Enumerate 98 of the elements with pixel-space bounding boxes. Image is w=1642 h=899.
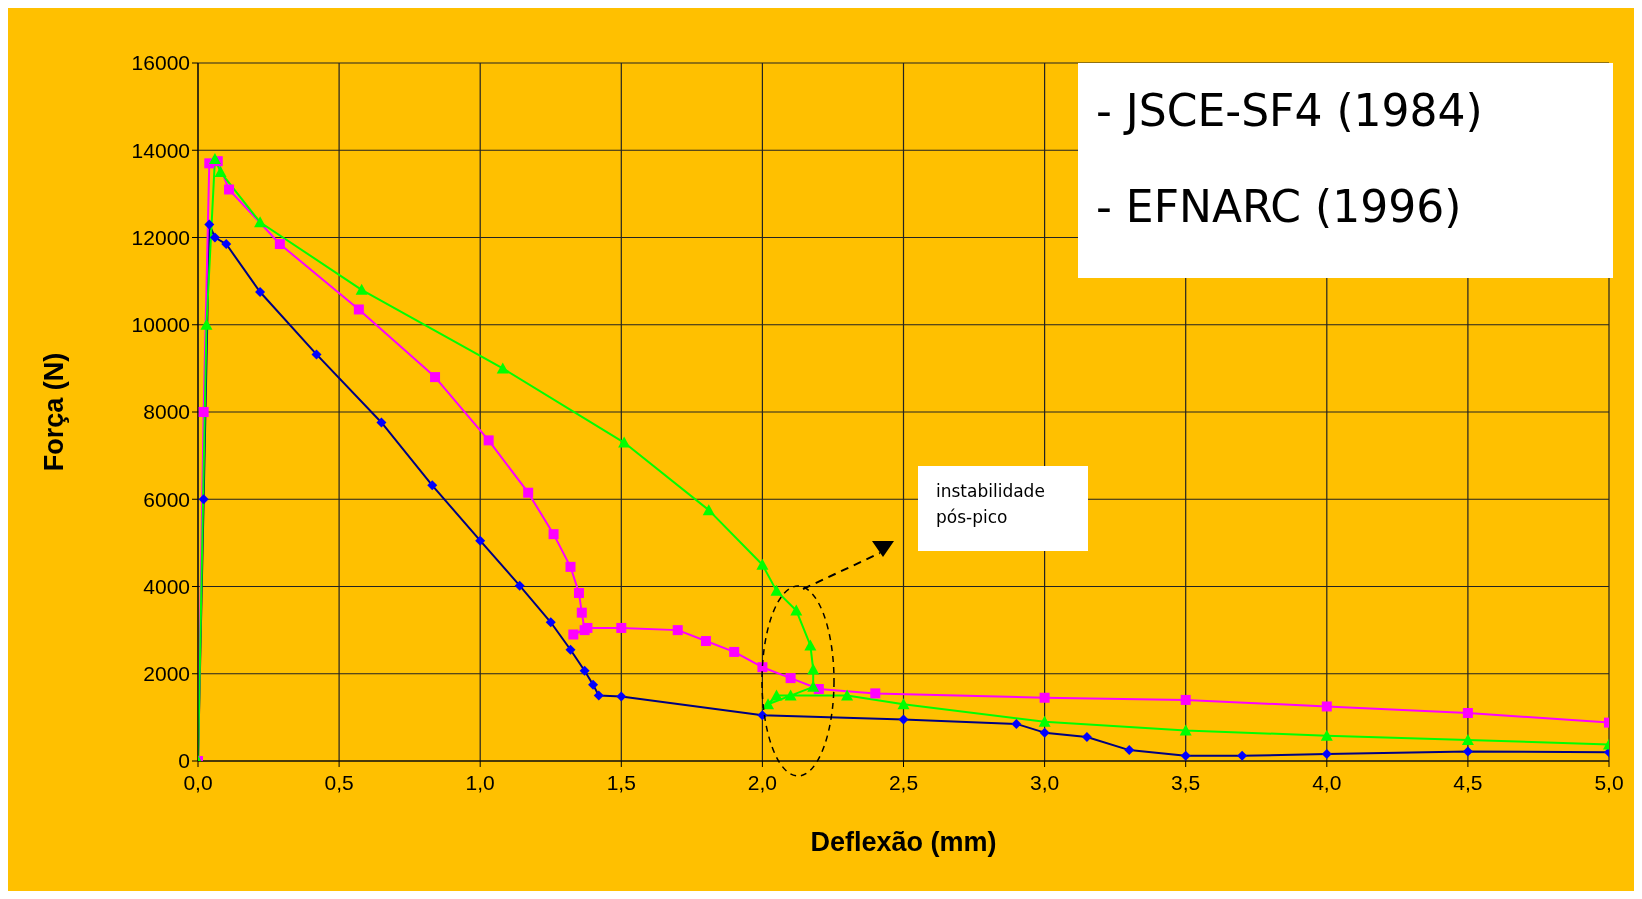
x-tick-label: 3,0 <box>1030 770 1060 794</box>
x-tick-label: 5,0 <box>1594 770 1624 794</box>
point <box>204 219 215 230</box>
point <box>523 487 534 498</box>
x-tick-label: 1,5 <box>606 770 636 794</box>
point <box>672 625 683 636</box>
text-box: - JSCE-SF4 (1984) - EFNARC (1996) <box>1078 63 1613 278</box>
point <box>427 480 438 491</box>
point <box>353 304 364 315</box>
x-tick-label: 2,5 <box>888 770 919 794</box>
annotation: - EFNARC (1996) <box>1096 181 1463 233</box>
point <box>475 535 486 546</box>
point <box>1180 750 1191 761</box>
point <box>1180 694 1191 705</box>
point <box>1038 715 1051 727</box>
point <box>1039 727 1050 738</box>
point <box>576 607 587 618</box>
point <box>770 584 783 596</box>
point <box>255 287 266 298</box>
point <box>198 494 209 505</box>
point <box>224 184 235 195</box>
point <box>588 679 599 690</box>
y-tick-label: 10000 <box>131 313 190 337</box>
point <box>565 644 576 655</box>
point <box>807 680 820 692</box>
point <box>757 710 768 721</box>
point <box>548 529 559 540</box>
point <box>221 239 232 250</box>
point <box>841 689 854 701</box>
point <box>430 372 441 383</box>
point <box>770 689 783 701</box>
point <box>897 698 910 710</box>
note-box: instabilidade pós-pico <box>918 466 1088 551</box>
point <box>514 580 525 591</box>
point <box>214 166 227 178</box>
point <box>756 558 769 570</box>
point <box>1124 745 1135 756</box>
point <box>1320 729 1333 741</box>
x-tick-label: 2,0 <box>747 770 777 794</box>
point <box>1321 701 1332 712</box>
point <box>483 435 494 446</box>
point <box>1039 692 1050 703</box>
point <box>573 588 584 599</box>
point <box>1237 750 1248 761</box>
point <box>311 349 322 360</box>
point <box>784 689 797 701</box>
point <box>898 714 909 725</box>
point <box>1081 732 1092 743</box>
point <box>1179 724 1192 736</box>
x-tick-label: 4,5 <box>1453 770 1483 794</box>
point <box>208 152 221 164</box>
point <box>209 232 220 243</box>
y-tick-label: 8000 <box>143 400 190 424</box>
point <box>762 698 775 710</box>
point <box>198 407 209 417</box>
point <box>870 688 881 699</box>
point <box>274 239 285 250</box>
y-tick-label: 14000 <box>131 138 190 162</box>
point <box>757 662 768 673</box>
point <box>702 504 715 516</box>
point <box>545 617 556 628</box>
point <box>593 690 604 701</box>
point <box>579 665 590 676</box>
point <box>616 691 627 702</box>
y-tick-label: 0 <box>178 749 190 773</box>
point <box>1461 734 1474 746</box>
point <box>496 362 509 374</box>
point <box>355 283 368 295</box>
point <box>807 663 820 675</box>
point <box>1462 746 1473 757</box>
point <box>729 646 740 657</box>
y-tick-label: 4000 <box>143 574 190 598</box>
y-tick-label: 2000 <box>143 662 190 686</box>
x-tick-label: 4,0 <box>1312 770 1342 794</box>
point <box>616 622 627 633</box>
point <box>200 318 213 330</box>
x-tick-label: 0,0 <box>183 770 213 794</box>
y-axis-title: Força (N) <box>38 352 69 472</box>
point <box>565 561 576 572</box>
y-tick-label: 12000 <box>131 225 190 249</box>
point <box>1321 749 1332 760</box>
point <box>790 604 803 616</box>
x-tick-label: 0,5 <box>324 770 354 794</box>
point <box>1011 718 1022 729</box>
x-axis-title: Deflexão (mm) <box>810 827 997 857</box>
point <box>785 673 796 684</box>
x-tick-label: 3,5 <box>1171 770 1201 794</box>
y-tick-label: 6000 <box>143 487 190 511</box>
point <box>568 629 579 640</box>
annotation: - JSCE-SF4 (1984) <box>1096 85 1484 137</box>
point <box>376 417 387 428</box>
y-tick-label: 16000 <box>131 51 190 75</box>
point <box>254 216 267 228</box>
point <box>804 639 817 651</box>
point <box>618 436 631 448</box>
x-tick-label: 1,0 <box>465 770 495 794</box>
point <box>1462 708 1473 719</box>
point <box>700 636 711 647</box>
